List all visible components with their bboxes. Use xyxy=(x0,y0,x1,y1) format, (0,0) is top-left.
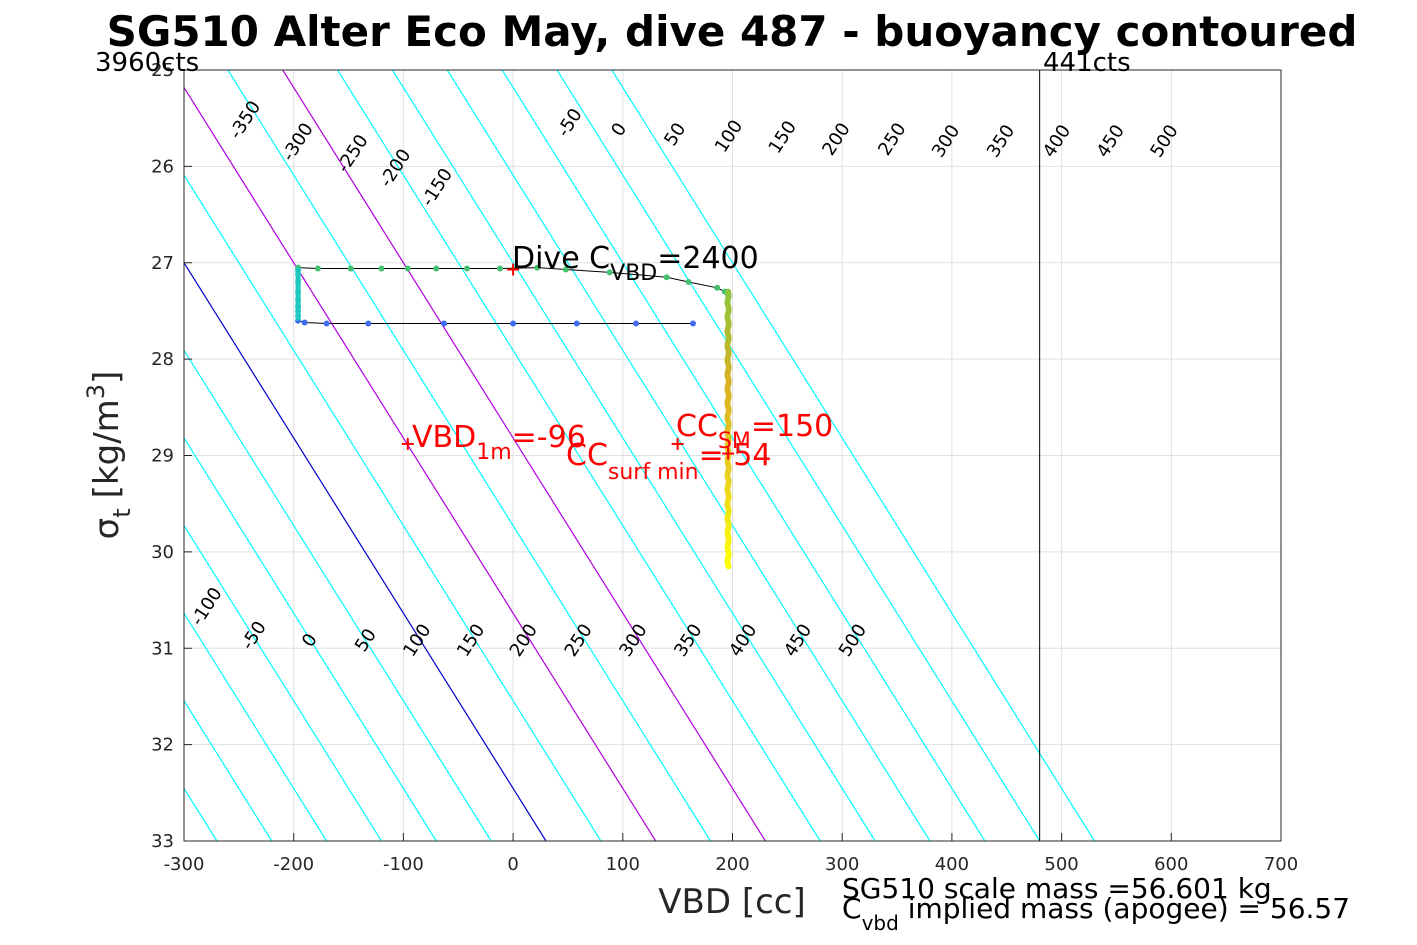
contour-line xyxy=(611,70,1096,841)
x-axis-label: VBD [cc] xyxy=(658,882,806,922)
x-tick-label: 100 xyxy=(606,854,640,875)
y-axis-label-close: ] xyxy=(87,371,127,384)
contour-line xyxy=(556,70,1041,841)
y-axis-label: σt [kg/m3] xyxy=(82,371,136,540)
data-point xyxy=(323,320,330,327)
y-tick-label: 31 xyxy=(151,638,174,659)
data-point xyxy=(464,265,471,272)
y-tick-label: 33 xyxy=(151,831,174,852)
x-axis-ticks: -300 -200 -100 0 100 200 300 400 500 600 700 xyxy=(164,833,1298,875)
count-label-left: 3960cts xyxy=(95,48,199,78)
x-tick-label: -100 xyxy=(383,854,424,875)
contour-line xyxy=(282,70,766,841)
contour-line xyxy=(0,70,162,841)
x-tick-label: 300 xyxy=(825,854,859,875)
data-point xyxy=(433,265,440,272)
contour-line xyxy=(391,70,876,841)
x-tick-label: 0 xyxy=(507,854,518,875)
scale-mass-text: SG510 scale mass =56.601 kg xyxy=(842,872,1272,905)
y-tick-label: 29 xyxy=(151,446,174,467)
data-point xyxy=(573,320,580,327)
data-point xyxy=(714,284,721,291)
track-line xyxy=(298,267,729,296)
x-tick-label: 700 xyxy=(1264,854,1298,875)
x-tick-label: -300 xyxy=(164,854,205,875)
y-tick-label: 27 xyxy=(151,253,174,274)
contour-line xyxy=(184,524,382,841)
data-point xyxy=(404,265,411,272)
count-label-right: 441cts xyxy=(1043,48,1131,78)
vbd-1m-annotation: VBD1m=-96 xyxy=(412,420,586,465)
y-axis-label-unit: [kg/m xyxy=(87,399,127,498)
contour-line xyxy=(184,699,273,841)
data-point xyxy=(378,265,385,272)
contour-line xyxy=(337,70,821,841)
data-point xyxy=(314,265,321,272)
y-tick-label: 28 xyxy=(151,349,174,370)
y-tick-label: 26 xyxy=(151,156,174,177)
x-tick-label: -200 xyxy=(273,854,314,875)
contour-lines xyxy=(0,70,1096,841)
data-point xyxy=(690,320,697,327)
cc-surf-min-annotation: CCsurf min= 54 xyxy=(566,438,771,485)
data-point xyxy=(301,319,308,326)
implied-mass-text: Cvbd implied mass (apogee) = 56.57 xyxy=(842,892,1350,935)
data-point xyxy=(685,279,692,286)
data-point xyxy=(440,320,447,327)
contour-line xyxy=(184,174,602,841)
y-tick-label: 25 xyxy=(151,60,174,81)
svg-text:σt[kg/m3]: σt [kg/m3] xyxy=(82,371,136,540)
x-tick-label: 400 xyxy=(935,854,969,875)
contour-line xyxy=(446,70,931,841)
red-markers xyxy=(401,263,735,460)
contour-line xyxy=(184,612,328,841)
chart-title: SG510 Alter Eco May, dive 487 - buoyancy… xyxy=(107,7,1358,56)
y-axis-ticks: 25 26 27 28 29 30 31 32 33 xyxy=(151,60,192,852)
contour-line xyxy=(184,436,437,841)
data-point xyxy=(496,265,503,272)
y-axis-label-sub: t xyxy=(108,508,136,517)
y-tick-label: 32 xyxy=(151,735,174,756)
y-tick-label: 30 xyxy=(151,542,174,563)
cc-sm-annotation: CCSM=150 xyxy=(676,409,833,454)
data-point xyxy=(632,320,639,327)
contour-line xyxy=(184,86,657,841)
x-tick-label: 200 xyxy=(715,854,749,875)
contour-line xyxy=(184,261,547,841)
data-point xyxy=(510,320,517,327)
data-point xyxy=(347,265,354,272)
x-tick-label: 600 xyxy=(1154,854,1188,875)
x-tick-label: 500 xyxy=(1044,854,1078,875)
y-axis-label-sup: 3 xyxy=(82,384,110,399)
data-point xyxy=(562,266,569,273)
dive-tracks xyxy=(295,264,732,570)
data-point xyxy=(534,264,541,271)
descent-point xyxy=(725,563,732,570)
contour-line xyxy=(184,349,492,841)
y-axis-label-main: σ xyxy=(87,518,127,540)
data-point xyxy=(606,269,613,276)
dive-cvbd-annotation: Dive CVBD=2400 xyxy=(512,241,759,286)
contour-line xyxy=(501,70,986,841)
data-point xyxy=(663,274,670,281)
data-point xyxy=(365,320,372,327)
contour-line xyxy=(227,70,712,841)
